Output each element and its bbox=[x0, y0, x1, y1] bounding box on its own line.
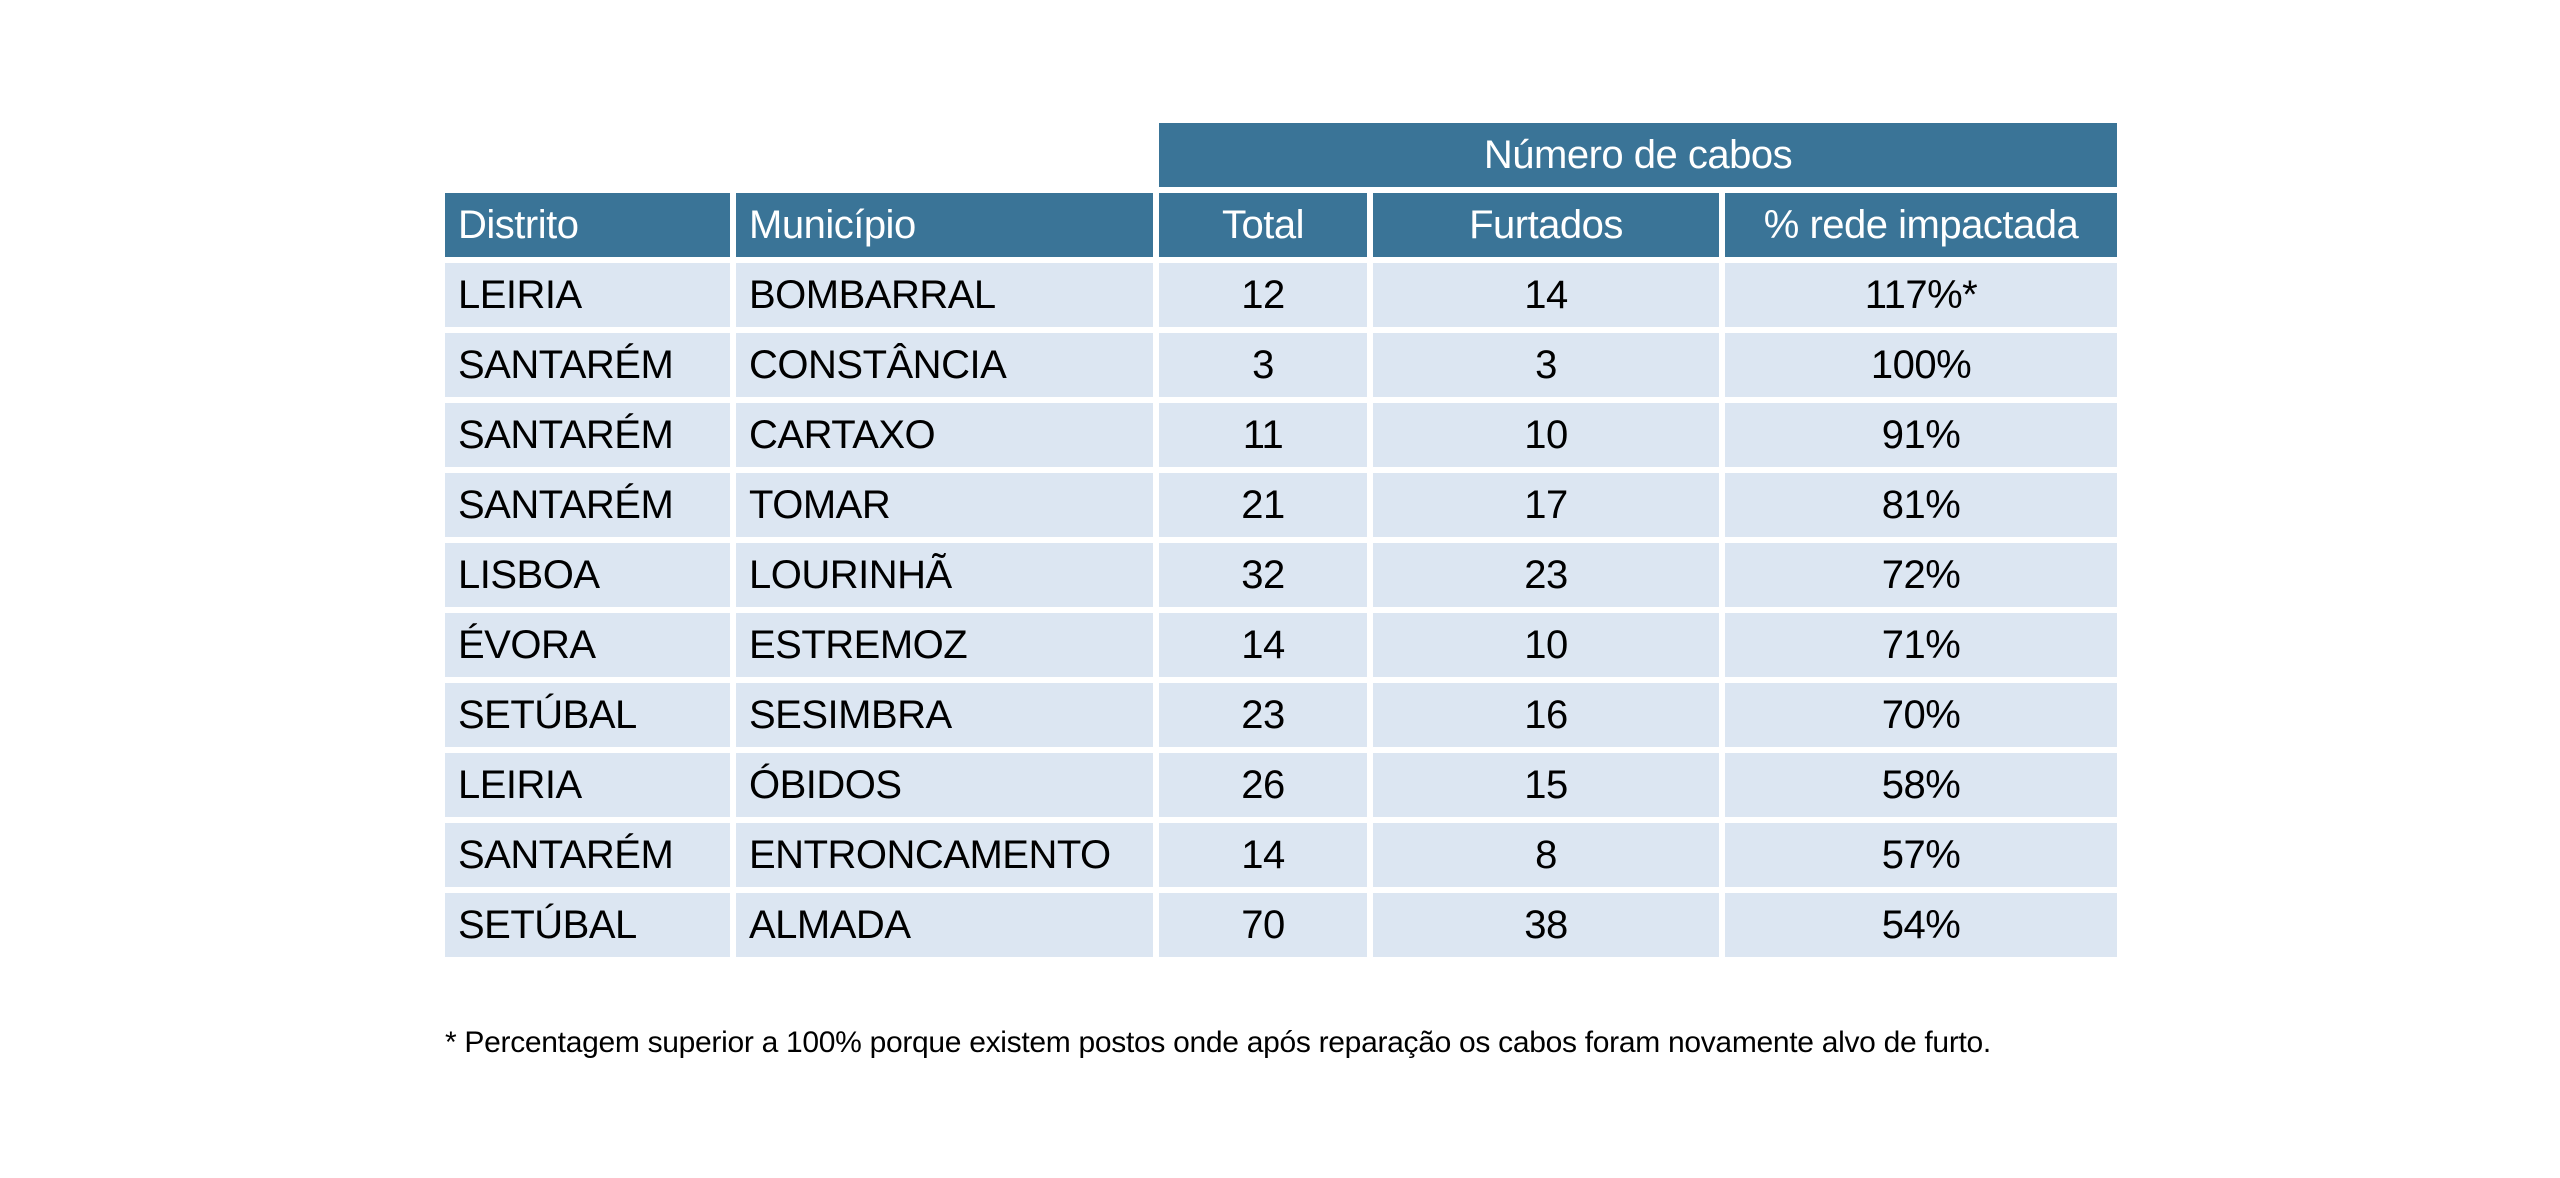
cell-municipio: CARTAXO bbox=[736, 403, 1153, 467]
cell-total: 70 bbox=[1159, 893, 1367, 957]
cell-pct-rede-impactada: 58% bbox=[1725, 753, 2117, 817]
cell-municipio: TOMAR bbox=[736, 473, 1153, 537]
table-row: SANTARÉM CONSTÂNCIA 3 3 100% bbox=[445, 333, 2117, 397]
cell-distrito: LEIRIA bbox=[445, 263, 730, 327]
cell-municipio: LOURINHÃ bbox=[736, 543, 1153, 607]
cell-pct-rede-impactada: 71% bbox=[1725, 613, 2117, 677]
cell-furtados: 38 bbox=[1373, 893, 1719, 957]
column-header-furtados: Furtados bbox=[1373, 193, 1719, 257]
column-header-total: Total bbox=[1159, 193, 1367, 257]
table-row: SETÚBAL ALMADA 70 38 54% bbox=[445, 893, 2117, 957]
cell-furtados: 10 bbox=[1373, 613, 1719, 677]
table-row: LEIRIA BOMBARRAL 12 14 117%* bbox=[445, 263, 2117, 327]
cell-distrito: SANTARÉM bbox=[445, 823, 730, 887]
table-row: SANTARÉM CARTAXO 11 10 91% bbox=[445, 403, 2117, 467]
cell-municipio: SESIMBRA bbox=[736, 683, 1153, 747]
cell-distrito: ÉVORA bbox=[445, 613, 730, 677]
cell-municipio: ENTRONCAMENTO bbox=[736, 823, 1153, 887]
cell-distrito: LISBOA bbox=[445, 543, 730, 607]
spanner-spacer bbox=[445, 123, 1153, 187]
cell-pct-rede-impactada: 54% bbox=[1725, 893, 2117, 957]
cell-total: 14 bbox=[1159, 823, 1367, 887]
cell-total: 3 bbox=[1159, 333, 1367, 397]
cell-distrito: SETÚBAL bbox=[445, 683, 730, 747]
table-row: ÉVORA ESTREMOZ 14 10 71% bbox=[445, 613, 2117, 677]
cell-furtados: 3 bbox=[1373, 333, 1719, 397]
cell-total: 21 bbox=[1159, 473, 1367, 537]
cell-municipio: ÓBIDOS bbox=[736, 753, 1153, 817]
table-row: SANTARÉM TOMAR 21 17 81% bbox=[445, 473, 2117, 537]
cell-distrito: SANTARÉM bbox=[445, 473, 730, 537]
cell-municipio: BOMBARRAL bbox=[736, 263, 1153, 327]
cell-furtados: 23 bbox=[1373, 543, 1719, 607]
cell-total: 32 bbox=[1159, 543, 1367, 607]
table-row: LEIRIA ÓBIDOS 26 15 58% bbox=[445, 753, 2117, 817]
spanner-row: Número de cabos bbox=[445, 123, 2117, 187]
cell-pct-rede-impactada: 72% bbox=[1725, 543, 2117, 607]
column-header-municipio: Município bbox=[736, 193, 1153, 257]
cell-municipio: ALMADA bbox=[736, 893, 1153, 957]
cell-total: 11 bbox=[1159, 403, 1367, 467]
cell-pct-rede-impactada: 57% bbox=[1725, 823, 2117, 887]
table-banner-numero-de-cabos: Número de cabos bbox=[1159, 123, 2117, 187]
cell-distrito: LEIRIA bbox=[445, 753, 730, 817]
cell-furtados: 8 bbox=[1373, 823, 1719, 887]
footnote-text: * Percentagem superior a 100% porque exi… bbox=[445, 1026, 1991, 1059]
column-header-distrito: Distrito bbox=[445, 193, 730, 257]
table-row: LISBOA LOURINHÃ 32 23 72% bbox=[445, 543, 2117, 607]
cable-theft-table: Número de cabos Distrito Município Total… bbox=[439, 117, 2123, 963]
cell-pct-rede-impactada: 70% bbox=[1725, 683, 2117, 747]
cell-distrito: SANTARÉM bbox=[445, 403, 730, 467]
cell-furtados: 14 bbox=[1373, 263, 1719, 327]
cell-municipio: ESTREMOZ bbox=[736, 613, 1153, 677]
header-row: Distrito Município Total Furtados % rede… bbox=[445, 193, 2117, 257]
cell-pct-rede-impactada: 117%* bbox=[1725, 263, 2117, 327]
cell-pct-rede-impactada: 81% bbox=[1725, 473, 2117, 537]
table-row: SANTARÉM ENTRONCAMENTO 14 8 57% bbox=[445, 823, 2117, 887]
cell-total: 23 bbox=[1159, 683, 1367, 747]
cell-furtados: 10 bbox=[1373, 403, 1719, 467]
cell-furtados: 16 bbox=[1373, 683, 1719, 747]
cell-distrito: SANTARÉM bbox=[445, 333, 730, 397]
cell-furtados: 17 bbox=[1373, 473, 1719, 537]
cell-total: 12 bbox=[1159, 263, 1367, 327]
cell-distrito: SETÚBAL bbox=[445, 893, 730, 957]
cell-municipio: CONSTÂNCIA bbox=[736, 333, 1153, 397]
cell-total: 14 bbox=[1159, 613, 1367, 677]
cell-total: 26 bbox=[1159, 753, 1367, 817]
cell-pct-rede-impactada: 91% bbox=[1725, 403, 2117, 467]
table-body: LEIRIA BOMBARRAL 12 14 117%* SANTARÉM CO… bbox=[445, 263, 2117, 957]
cell-furtados: 15 bbox=[1373, 753, 1719, 817]
column-header-pct-rede-impactada: % rede impactada bbox=[1725, 193, 2117, 257]
cell-pct-rede-impactada: 100% bbox=[1725, 333, 2117, 397]
table-row: SETÚBAL SESIMBRA 23 16 70% bbox=[445, 683, 2117, 747]
